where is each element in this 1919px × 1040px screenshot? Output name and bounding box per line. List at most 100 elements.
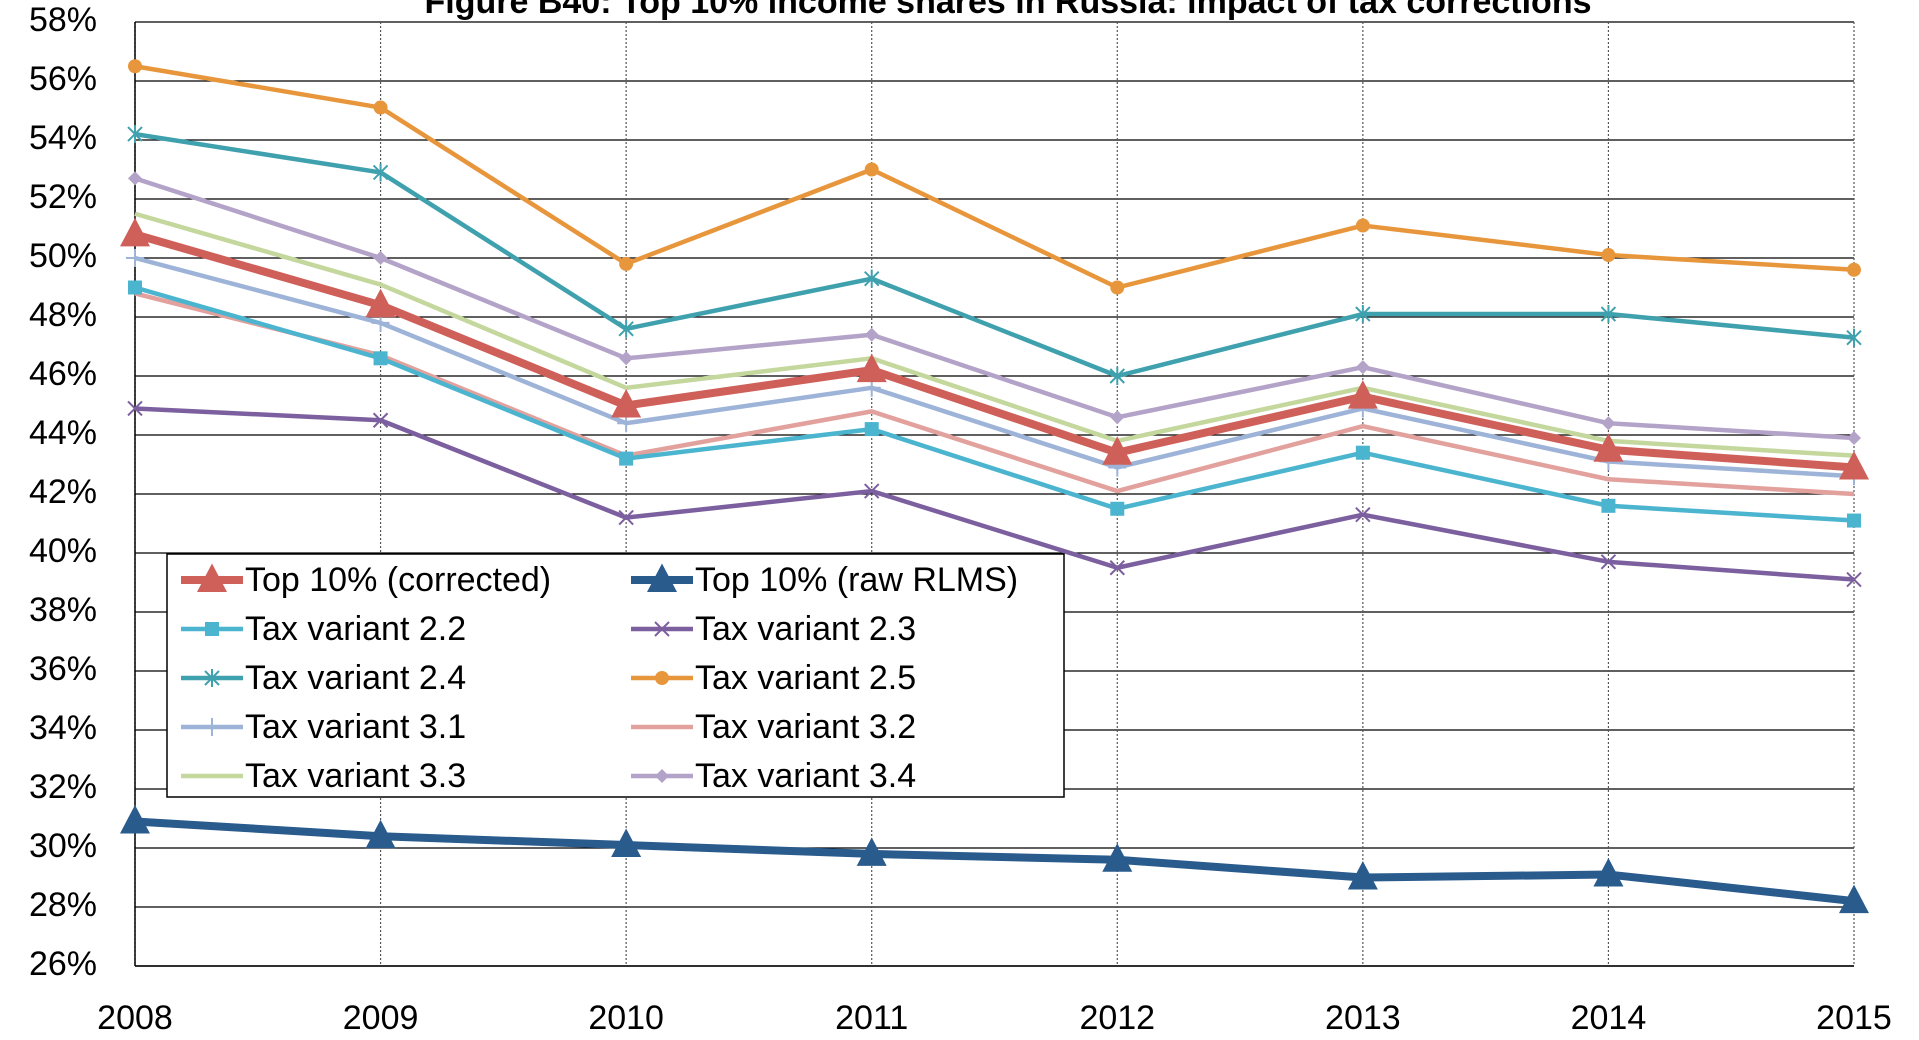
x-tick-label: 2014	[1571, 999, 1647, 1037]
y-tick-label: 50%	[29, 237, 97, 275]
marker	[1847, 513, 1861, 528]
marker	[856, 353, 887, 383]
y-tick-label: 44%	[29, 414, 97, 452]
marker	[1102, 436, 1133, 465]
marker	[1347, 861, 1378, 890]
marker	[1347, 380, 1378, 409]
marker	[127, 400, 143, 417]
legend-marker	[654, 621, 670, 637]
marker	[1847, 430, 1861, 445]
marker	[120, 804, 150, 834]
marker	[126, 249, 144, 267]
marker	[1110, 280, 1125, 295]
x-tick-label: 2012	[1079, 999, 1155, 1037]
marker	[1355, 305, 1371, 324]
y-tick-label: 56%	[29, 60, 97, 98]
marker	[1839, 884, 1869, 914]
legend-label: Tax variant 3.1	[245, 708, 466, 746]
legend-label: Top 10% (corrected)	[245, 561, 551, 599]
marker	[1600, 305, 1617, 324]
legend-label: Top 10% (raw RLMS)	[695, 561, 1018, 599]
y-tick-label: 42%	[29, 473, 97, 511]
marker	[365, 288, 396, 318]
legend-label: Tax variant 3.3	[245, 757, 466, 795]
legend-marker	[197, 563, 227, 592]
x-tick-label: 2015	[1816, 999, 1892, 1037]
marker	[1110, 410, 1125, 425]
legend-marker	[203, 718, 221, 736]
legend-marker	[655, 769, 669, 783]
marker	[619, 451, 634, 466]
y-tick-label: 48%	[29, 296, 97, 334]
y-tick-label: 40%	[29, 532, 97, 570]
marker	[619, 256, 634, 271]
series-line	[134, 211, 1855, 458]
marker	[1601, 248, 1616, 263]
y-tick-label: 28%	[29, 886, 97, 924]
y-tick-label: 26%	[29, 945, 97, 983]
marker	[1601, 498, 1616, 513]
series-line	[134, 131, 1855, 379]
series-line	[134, 64, 1855, 290]
y-tick-label: 58%	[29, 1, 97, 39]
y-tick-label: 36%	[29, 650, 97, 688]
x-tick-label: 2008	[97, 999, 173, 1037]
series-line	[134, 285, 1855, 523]
y-tick-label: 34%	[29, 709, 97, 747]
series-line	[134, 255, 1855, 479]
marker	[1847, 262, 1861, 277]
legend-label: Tax variant 2.4	[245, 659, 466, 697]
marker	[372, 412, 389, 428]
marker	[611, 828, 642, 858]
marker	[864, 162, 879, 177]
marker	[1846, 571, 1862, 588]
marker	[611, 389, 642, 418]
marker	[365, 819, 396, 849]
marker	[1355, 506, 1371, 523]
series-line	[134, 176, 1855, 441]
marker	[1601, 416, 1616, 431]
x-tick-label: 2011	[835, 999, 908, 1037]
marker	[864, 483, 880, 499]
y-tick-label: 54%	[29, 119, 97, 157]
marker	[1109, 367, 1125, 385]
legend-marker	[204, 669, 220, 687]
marker	[1110, 501, 1125, 516]
marker	[373, 100, 388, 115]
y-tick-label: 38%	[29, 591, 97, 629]
y-tick-label: 30%	[29, 827, 97, 865]
x-tick-label: 2010	[588, 999, 664, 1037]
marker	[128, 59, 142, 74]
marker	[1593, 433, 1624, 462]
legend-marker	[647, 563, 677, 592]
marker	[864, 269, 880, 288]
marker	[1102, 843, 1133, 872]
legend-marker	[655, 671, 669, 685]
marker	[1600, 554, 1617, 570]
series-line	[133, 230, 1855, 472]
x-tick-label: 2009	[343, 999, 419, 1037]
legend-label: Tax variant 2.3	[695, 610, 916, 648]
marker	[1109, 560, 1125, 576]
marker	[856, 837, 887, 866]
marker	[618, 319, 634, 338]
marker	[1593, 858, 1624, 887]
legend-label: Tax variant 2.5	[695, 659, 916, 697]
marker	[1355, 360, 1370, 375]
marker	[1846, 328, 1862, 347]
series-line	[134, 817, 1855, 906]
chart-title: Figure B40: Top 10% income shares in Rus…	[424, 0, 1591, 21]
marker	[619, 351, 634, 366]
series-line	[134, 406, 1855, 582]
legend-label: Tax variant 3.4	[695, 757, 916, 795]
marker	[120, 217, 150, 247]
marker	[864, 422, 879, 437]
legend-box	[166, 553, 1065, 798]
marker	[128, 171, 142, 186]
series-line	[134, 291, 1855, 497]
marker	[1839, 450, 1869, 480]
y-tick-label: 46%	[29, 355, 97, 393]
marker	[864, 327, 879, 342]
